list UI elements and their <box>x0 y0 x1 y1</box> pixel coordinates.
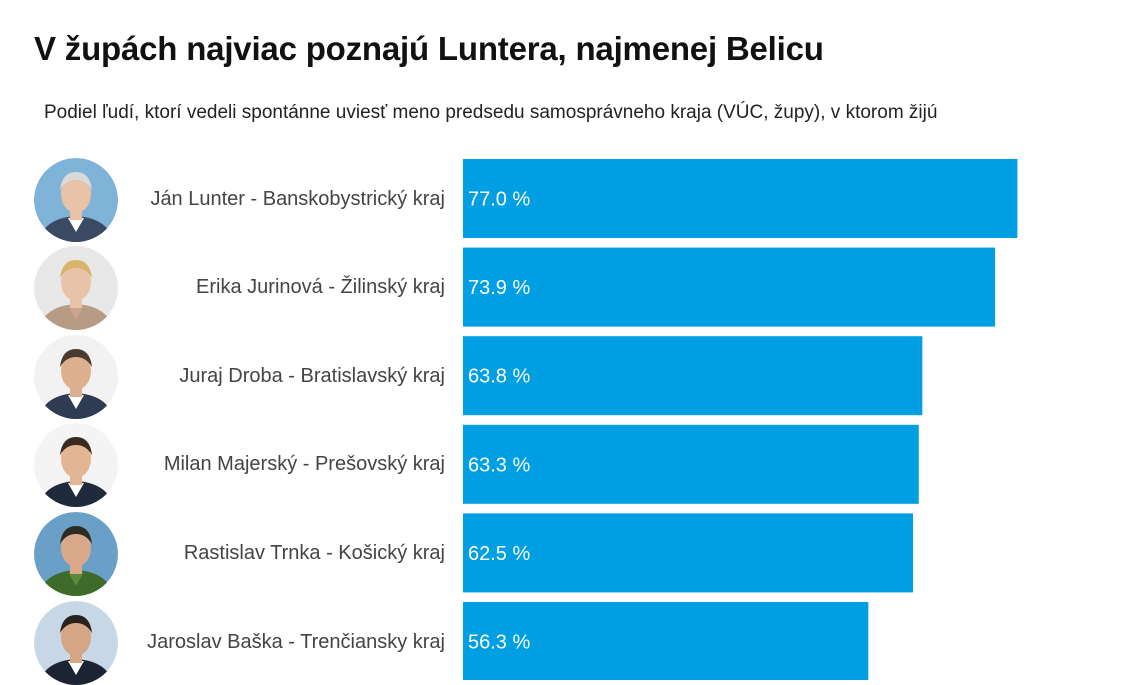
avatar-0 <box>34 157 118 242</box>
avatar-5 <box>34 600 118 685</box>
value-label-1: 73.9 % <box>468 277 530 299</box>
portrait-icon <box>34 511 118 596</box>
avatar-2 <box>34 334 118 419</box>
value-label-3: 63.3 % <box>468 454 530 476</box>
category-label-5: Jaroslav Baška - Trenčiansky kraj <box>147 630 445 653</box>
category-label-0: Ján Lunter - Banskobystrický kraj <box>150 187 445 210</box>
value-label-2: 63.8 % <box>468 366 530 388</box>
avatar-4 <box>34 511 118 596</box>
chart-subtitle: Podiel ľudí, ktorí vedeli spontánne uvie… <box>44 102 938 123</box>
portrait-icon <box>34 423 118 508</box>
portrait-icon <box>34 600 118 685</box>
category-label-1: Erika Jurinová - Žilinský kraj <box>196 276 445 299</box>
bar-1 <box>463 247 996 327</box>
bar-4 <box>463 513 913 593</box>
value-label-5: 56.3 % <box>468 632 530 654</box>
chart-title: V župách najviac poznajú Luntera, najmen… <box>34 30 824 67</box>
portrait-icon <box>34 334 118 419</box>
avatar-1 <box>34 246 118 331</box>
category-label-3: Milan Majerský - Prešovský kraj <box>163 453 445 476</box>
portrait-icon <box>34 246 118 331</box>
portrait-icon <box>34 157 118 242</box>
avatar-3 <box>34 423 118 508</box>
category-label-2: Juraj Droba - Bratislavský kraj <box>179 364 445 387</box>
bar-5 <box>463 602 869 680</box>
value-label-4: 62.5 % <box>468 543 530 565</box>
value-label-0: 77.0 % <box>468 189 530 211</box>
category-label-4: Rastislav Trnka - Košický kraj <box>183 541 445 564</box>
bar-0 <box>463 159 1018 238</box>
bar-3 <box>463 424 919 504</box>
bar-2 <box>463 336 923 416</box>
